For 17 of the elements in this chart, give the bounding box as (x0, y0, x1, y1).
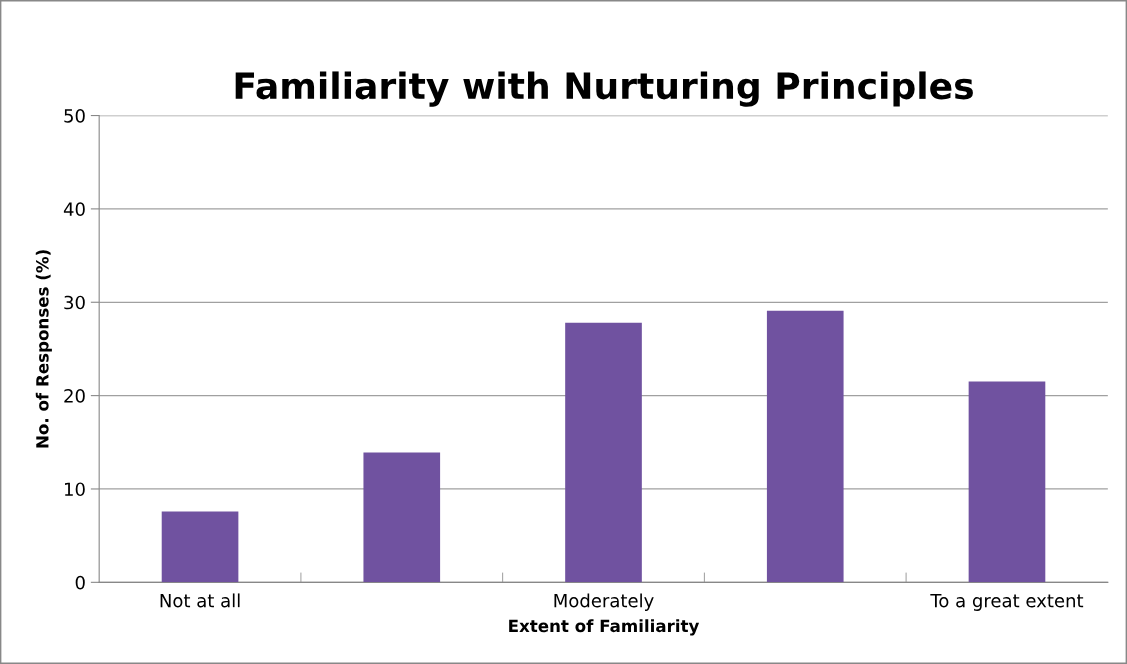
y-tick-label: 0 (75, 575, 85, 590)
y-tick-label: 50 (64, 109, 85, 123)
x-tick-label: Moderately (554, 593, 654, 611)
y-tick-label: 10 (64, 482, 85, 497)
x-tick-label: Not at all (160, 593, 240, 608)
bar (968, 381, 1046, 583)
y-tick-label: 30 (64, 295, 85, 310)
bar (363, 452, 441, 583)
bar (565, 322, 642, 583)
bar (766, 310, 844, 583)
x-axis-title: Extent of Familiarity (509, 619, 700, 636)
y-tick-label: 20 (64, 389, 85, 403)
bar (161, 511, 239, 583)
y-axis-title: No. of Responses (%) (35, 250, 52, 448)
chart-title: Familiarity with Nurturing Principles (235, 71, 973, 107)
x-tick-label: To a great extent (930, 593, 1084, 611)
y-tick-label: 40 (63, 202, 85, 217)
